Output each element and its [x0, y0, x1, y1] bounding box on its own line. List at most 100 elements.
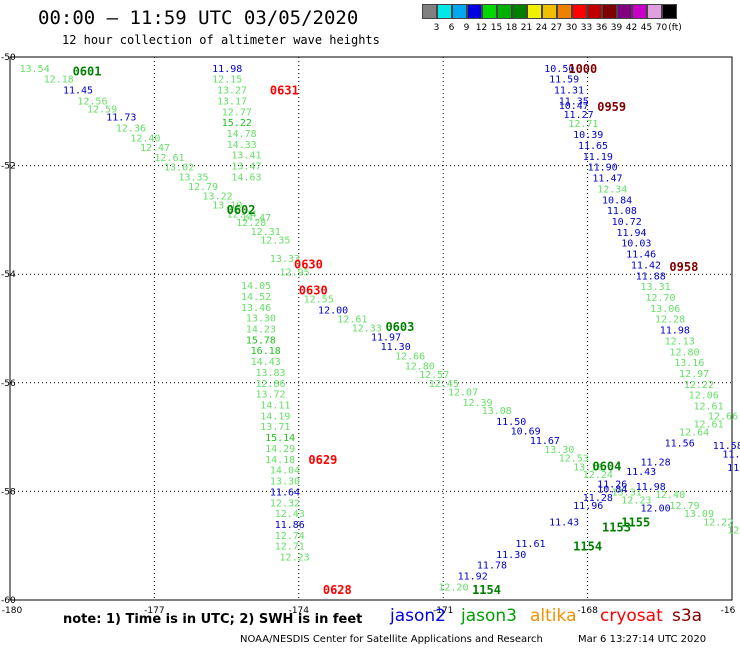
wave-height-value: 12.61: [337, 315, 367, 326]
wave-height-value: 12.80: [405, 361, 435, 372]
wave-height-value: 12.45: [429, 379, 459, 390]
wave-height-value: 11.27: [564, 110, 594, 121]
scale-label: 39: [610, 23, 623, 33]
scale-swatch-24: [527, 4, 542, 19]
wave-height-value: 12.64: [679, 428, 709, 439]
wave-height-value: 12.57: [419, 370, 449, 381]
legend-jason2: jason2: [390, 606, 446, 626]
wave-height-value: 12.34: [597, 184, 627, 195]
scale-swatch-18: [497, 4, 512, 19]
wave-height-value: 13.35: [178, 172, 208, 183]
wave-height-value: 12.71: [275, 542, 305, 553]
wave-height-value: 13.27: [217, 86, 247, 97]
wave-height-value: 12.56: [77, 96, 107, 107]
scale-unit: (ft): [668, 23, 682, 33]
wave-height-value: 11.30: [381, 342, 411, 353]
wave-height-value: 13.16: [573, 462, 603, 473]
wave-height-value: 13.33: [270, 254, 300, 265]
wave-height-value: 14.63: [231, 172, 261, 183]
scale-swatch-12: [467, 4, 482, 19]
wave-height-value: 11.08: [607, 206, 637, 217]
scale-label: 36: [595, 23, 608, 33]
wave-height-value: 14.29: [265, 444, 295, 455]
wave-height-value: 14.23: [246, 325, 276, 336]
wave-height-value: 13.31: [641, 282, 671, 293]
pass-time-label: 0630: [299, 283, 328, 297]
scale-label: 27: [550, 23, 563, 33]
lon-tick-label: -177: [144, 606, 164, 616]
wave-height-value: 12.24: [227, 209, 257, 220]
scale-label: 21: [520, 23, 533, 33]
wave-height-value: 10.72: [612, 217, 642, 228]
wave-height-value: 10.84: [597, 485, 627, 496]
wave-height-value: 12.24: [583, 470, 613, 481]
scale-label: 24: [535, 23, 548, 33]
wave-height-value: 12.95: [280, 267, 310, 278]
wave-height-value: 13.30: [246, 314, 276, 325]
wave-height-value: 16.18: [251, 346, 281, 357]
wave-height-value: 12.20: [438, 582, 468, 593]
scale-label: 15: [490, 23, 503, 33]
lat-tick-label: -52: [1, 162, 16, 172]
wave-height-value: 11.88: [636, 271, 666, 282]
wave-height-value: 11.67: [530, 436, 560, 447]
pass-time-label: 1154: [573, 540, 602, 554]
scale-label: 6: [448, 23, 455, 33]
wave-height-value: 13.71: [260, 422, 290, 433]
wave-height-value: 11.31: [554, 86, 584, 97]
lat-tick-label: -60: [1, 596, 16, 606]
wave-height-value: 12.61: [693, 402, 723, 413]
wave-height-value: 11.90: [588, 163, 618, 174]
wave-height-value: 12.06: [689, 391, 719, 402]
wave-height-value: 11.43: [626, 467, 656, 478]
scale-swatch-15: [482, 4, 497, 19]
page-subtitle: 12 hour collection of altimeter wave hei…: [62, 33, 380, 47]
wave-height-value: 12.40: [130, 133, 160, 144]
scale-swatch-6: [437, 4, 452, 19]
wave-height-value: 13.83: [255, 368, 285, 379]
lat-tick-label: -50: [1, 53, 16, 63]
wave-height-value: 11.73: [106, 113, 136, 124]
scale-label: 3: [433, 23, 440, 33]
pass-time-label: 0603: [385, 320, 414, 334]
wave-height-value: 13.47: [231, 162, 261, 173]
wave-height-value: 13.17: [217, 96, 247, 107]
lon-tick-label: -16: [721, 606, 736, 616]
wave-height-value: 12.66: [395, 352, 425, 363]
scale-swatch-9: [452, 4, 467, 19]
wave-height-value: 11.28: [641, 458, 671, 469]
scale-label: 12: [475, 23, 488, 33]
wave-height-value: 12.31: [251, 227, 281, 238]
wave-height-value: 11.35: [559, 96, 589, 107]
wave-height-value: 10.47: [559, 101, 589, 112]
wave-height-value: 13.72: [255, 390, 285, 401]
wave-height-value: 13.41: [231, 151, 261, 162]
scale-swatch-39: [602, 4, 617, 19]
wave-height-value: 12.00: [318, 305, 348, 316]
wave-height-value: 11.98: [660, 326, 690, 337]
wave-height-value: 11.97: [371, 333, 401, 344]
legend-altika: altika: [530, 606, 577, 626]
wave-height-value: 12.22: [684, 380, 714, 391]
wave-height-value: 11.92: [458, 572, 488, 583]
wave-height-value: 11.43: [549, 517, 579, 528]
wave-height-value: 13.30: [270, 477, 300, 488]
wave-height-value: 15.78: [246, 335, 276, 346]
scale-swatch-27: [542, 4, 557, 19]
legend-cryosat: cryosat: [600, 606, 663, 626]
wave-height-value: 11.26: [597, 479, 627, 490]
pass-time-label: 0959: [597, 100, 626, 114]
wave-height-value: 13.02: [164, 163, 194, 174]
wave-height-value: 13.30: [544, 445, 574, 456]
wave-height-value: 12.55: [304, 295, 334, 306]
scale-label: 33: [580, 23, 593, 33]
wave-height-value: 12.39: [462, 398, 492, 409]
wave-height-value: 13.06: [650, 304, 680, 315]
lat-tick-label: -58: [1, 487, 16, 497]
pass-time-label: 0630: [294, 257, 323, 271]
generation-timestamp: Mar 6 13:27:14 UTC 2020: [578, 634, 707, 645]
wave-height-value: 12.00: [641, 504, 671, 515]
wave-height-value: 14.11: [260, 401, 290, 412]
wave-height-value: 12.74: [275, 531, 305, 542]
wave-height-value: 12.86: [255, 379, 285, 390]
